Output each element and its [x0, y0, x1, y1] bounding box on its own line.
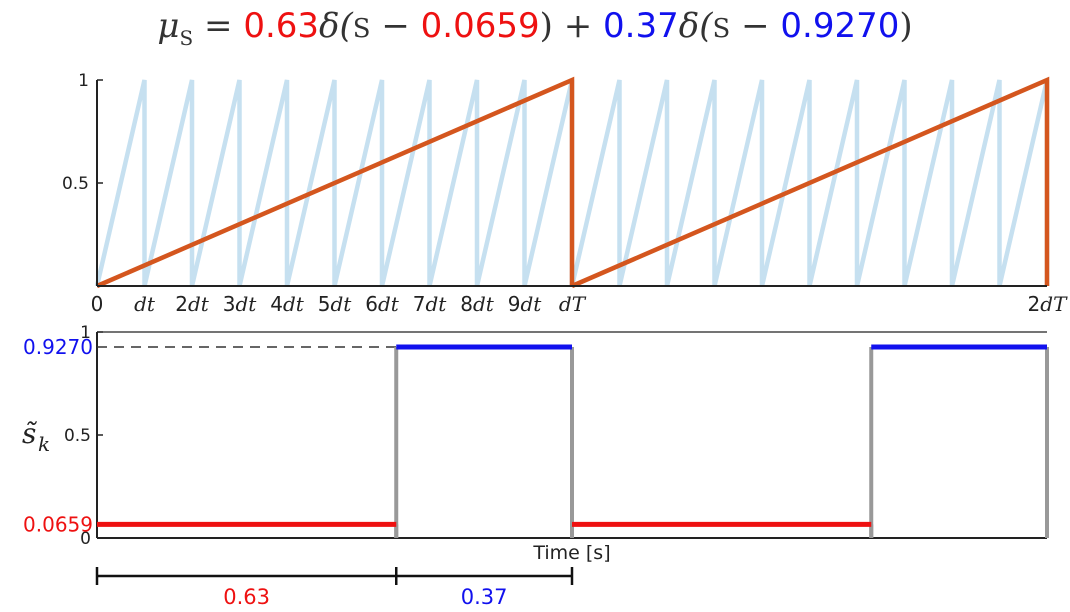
x-tick-label-number: 2 — [1028, 292, 1041, 316]
x-tick-label-symbol: dT — [1040, 292, 1068, 316]
title-delta-2: δ( — [678, 6, 713, 46]
top-x-tick-label: 2dT — [1028, 292, 1069, 316]
x-tick-label-number: 7 — [413, 292, 426, 316]
x-tick-label-symbol: dt — [134, 292, 156, 316]
title-eq: = — [193, 6, 244, 46]
x-tick-label-number: 3 — [223, 292, 236, 316]
x-tick-label-number: 0 — [91, 292, 104, 316]
x-tick-label-number: 6 — [365, 292, 378, 316]
top-y-tick-label: 0.5 — [62, 174, 89, 194]
x-tick-label-number: 8 — [460, 292, 473, 316]
x-tick-label-symbol: dt — [330, 292, 352, 316]
x-tick-label-symbol: dt — [235, 292, 257, 316]
x-tick-label-number: 9 — [508, 292, 521, 316]
duration-label: 0.63 — [223, 585, 270, 609]
title-s-1: S — [352, 14, 371, 44]
x-tick-label-number: 2 — [175, 292, 188, 316]
title-mu-sub: S — [179, 25, 194, 50]
top-x-tick-label: 0 — [91, 292, 104, 316]
x-tick-label-symbol: dt — [520, 292, 542, 316]
bottom-y-axis-label-subscript: k — [38, 432, 50, 456]
chart-title: μS = 0.63δ(S − 0.0659) + 0.37δ(S − 0.927… — [0, 6, 1070, 50]
title-close-1: ) — [539, 6, 553, 46]
top-x-tick-label: dT — [559, 292, 587, 316]
bottom-y-axis-label: s̃ — [22, 417, 38, 450]
top-x-tick-label: 3dt — [223, 292, 258, 316]
low-level-label: 0.0659 — [23, 512, 93, 536]
title-delta-1: δ( — [319, 6, 353, 46]
top-x-tick-label: 2dt — [175, 292, 210, 316]
x-tick-label-symbol: dt — [283, 292, 305, 316]
x-tick-label-number: 5 — [318, 292, 331, 316]
top-x-tick-label: 9dt — [508, 292, 543, 316]
x-tick-label-symbol: dt — [425, 292, 447, 316]
title-minus-1: − — [370, 6, 421, 46]
title-weight-2: 0.37 — [603, 6, 679, 46]
top-y-tick-label: 1 — [78, 71, 89, 91]
top-x-tick-label: 5dt — [318, 292, 353, 316]
top-x-tick-label: 8dt — [460, 292, 495, 316]
top-x-tick-label: dt — [134, 292, 156, 316]
title-plus: + — [552, 6, 604, 46]
top-x-tick-label: 6dt — [365, 292, 400, 316]
bottom-y-tick-label: 0 — [80, 529, 91, 549]
x-tick-label-symbol: dT — [559, 292, 587, 316]
duration-label: 0.37 — [461, 585, 508, 609]
slow-sawtooth-series — [96, 76, 1050, 289]
x-tick-label-symbol: dt — [378, 292, 400, 316]
bottom-y-tick-label: 0.5 — [64, 426, 91, 446]
top-x-tick-label: 4dt — [270, 292, 305, 316]
x-tick-label-number: 4 — [270, 292, 283, 316]
x-tick-label-symbol: dt — [188, 292, 210, 316]
x-tick-label-symbol: dt — [473, 292, 495, 316]
title-center-1: 0.0659 — [420, 6, 540, 46]
bottom-y-tick-label: 1 — [80, 323, 91, 343]
title-mu: μ — [157, 6, 180, 46]
fast-sawtooth-series — [94, 79, 1050, 287]
title-center-2: 0.9270 — [780, 6, 900, 46]
top-x-tick-label: 7dt — [413, 292, 448, 316]
title-minus-2: − — [730, 6, 781, 46]
bottom-x-axis-label: Time [s] — [532, 542, 610, 564]
high-level-label: 0.9270 — [23, 335, 93, 359]
title-s-2: S — [712, 14, 731, 44]
title-weight-1: 0.63 — [243, 6, 320, 46]
title-close-2: ) — [899, 6, 913, 46]
